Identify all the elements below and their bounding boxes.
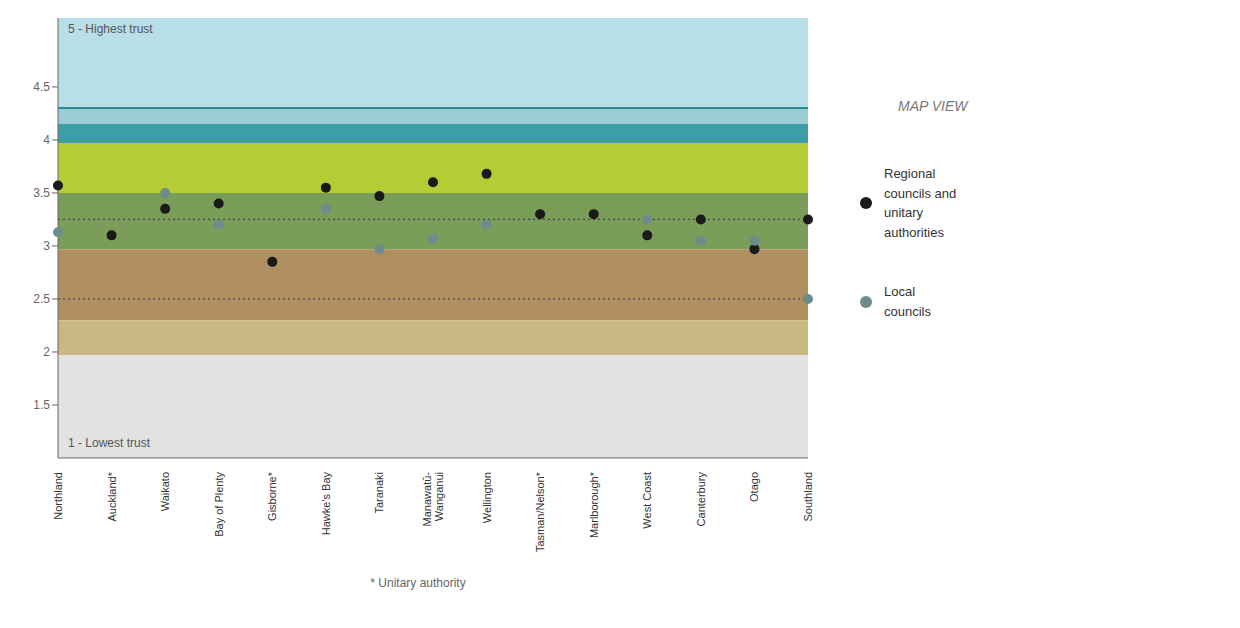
svg-text:3.5: 3.5: [33, 186, 50, 200]
svg-text:Marlborough*: Marlborough*: [588, 471, 600, 538]
html-text:* Unitary authority: * Unitary authority: [370, 576, 466, 590]
svg-text:4.5: 4.5: [33, 80, 50, 94]
svg-text:Taranaki: Taranaki: [373, 472, 385, 514]
svg-text:2.5: 2.5: [33, 292, 50, 306]
svg-text:Waikato: Waikato: [159, 472, 171, 511]
html-text:MAP VIEW: MAP VIEW: [898, 98, 968, 114]
svg-text:Otago: Otago: [748, 472, 760, 502]
svg-text:Gisborne*: Gisborne*: [266, 471, 278, 521]
svg-text:3: 3: [43, 239, 50, 253]
svg-text:2: 2: [43, 345, 50, 359]
svg-text:Wellington: Wellington: [481, 472, 493, 523]
svg-text:Bay of Plenty: Bay of Plenty: [213, 472, 225, 537]
svg-text:Hawke's Bay: Hawke's Bay: [320, 472, 332, 536]
svg-text:Northland: Northland: [52, 472, 64, 520]
html-text:5 - Highest trust: 5 - Highest trust: [68, 22, 153, 36]
svg-text:Auckland*: Auckland*: [106, 471, 118, 521]
html-text:1 - Lowest trust: 1 - Lowest trust: [68, 436, 150, 450]
svg-text:Tasman/Nelson*: Tasman/Nelson*: [534, 471, 546, 552]
html-text:Regional councils and unitary: Regional councils and unitary authoritie…: [884, 166, 957, 240]
svg-text:4: 4: [43, 133, 50, 147]
html-text:Local councils: Local councils: [884, 284, 931, 319]
svg-text:Manawatū-Wanganui: Manawatū-Wanganui: [421, 472, 445, 527]
svg-text:West Coast: West Coast: [641, 472, 653, 529]
svg-text:Canterbury: Canterbury: [695, 472, 707, 527]
svg-text:1.5: 1.5: [33, 398, 50, 412]
svg-text:Southland: Southland: [802, 472, 814, 522]
